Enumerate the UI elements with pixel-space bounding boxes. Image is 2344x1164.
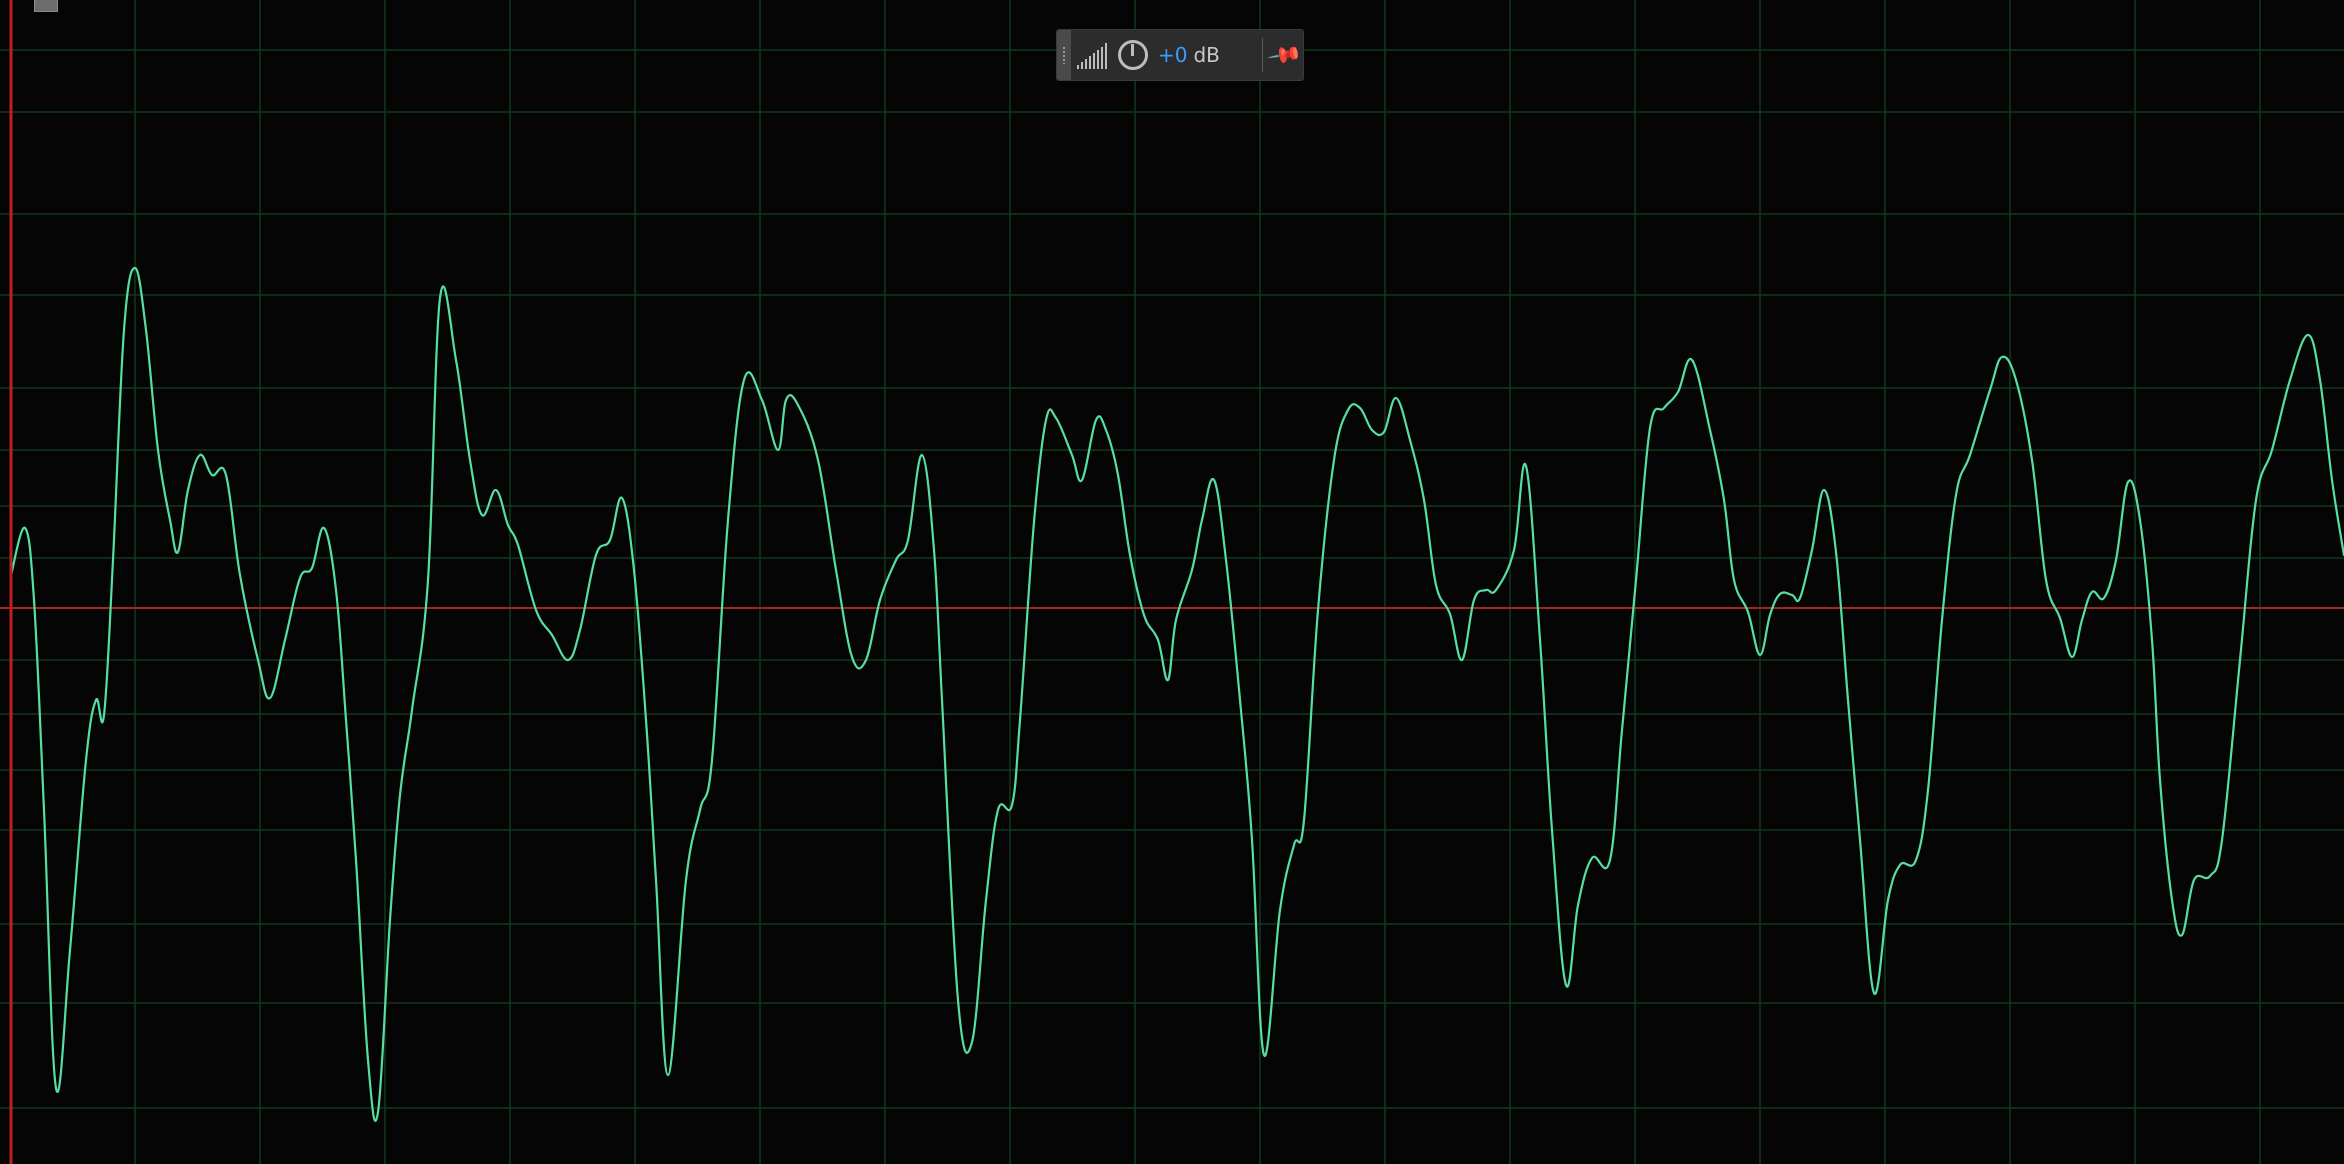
gain-value[interactable]: +0 xyxy=(1158,43,1188,67)
gain-unit-label: dB xyxy=(1193,43,1220,67)
grip-dots-icon[interactable] xyxy=(1057,30,1071,80)
audio-waveform[interactable] xyxy=(9,266,2344,1122)
level-meter-icon xyxy=(1077,41,1111,69)
line-tool-button[interactable] xyxy=(34,0,58,12)
volume-knob-icon[interactable] xyxy=(1118,40,1148,70)
pin-icon[interactable]: 📌 xyxy=(1266,37,1303,74)
volume-hud[interactable]: +0 dB 📌 xyxy=(1056,29,1304,81)
hud-divider xyxy=(1261,38,1263,72)
